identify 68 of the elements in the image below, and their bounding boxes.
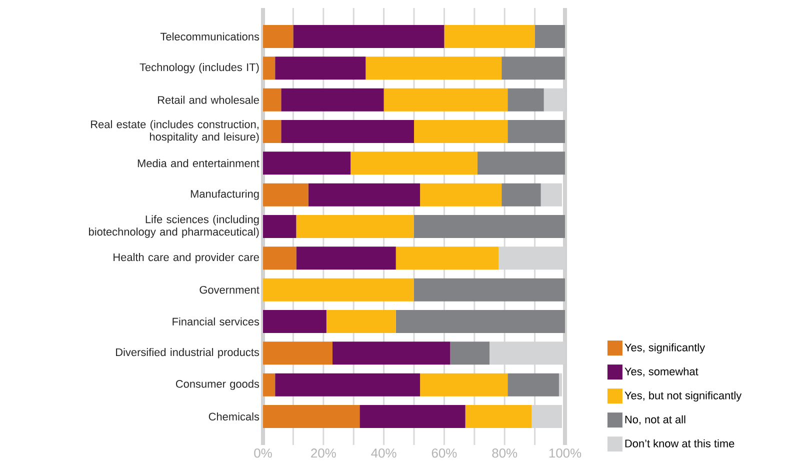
bar bbox=[296, 214, 414, 238]
bar bbox=[366, 56, 502, 80]
bar bbox=[263, 152, 351, 175]
bar bbox=[326, 310, 396, 333]
y-tick-label: Health care and provider care bbox=[114, 253, 259, 264]
legend-label: Yes, somewhat bbox=[624, 367, 698, 377]
legend-label: Don’t know at this time bbox=[625, 439, 734, 448]
bar bbox=[263, 183, 308, 206]
x-tick-label: 100% bbox=[549, 448, 582, 458]
bar bbox=[332, 342, 450, 365]
bar bbox=[263, 342, 332, 365]
bar bbox=[308, 183, 420, 206]
bar bbox=[508, 373, 559, 396]
bar bbox=[420, 373, 508, 396]
bar bbox=[296, 246, 396, 270]
y-tick-label: Telecommunications bbox=[160, 32, 260, 41]
x-tick-label: 0% bbox=[254, 448, 272, 458]
bar bbox=[534, 24, 566, 48]
x-tick-label: 40% bbox=[371, 448, 396, 458]
y-tick-label: Chemicals bbox=[208, 412, 260, 421]
bar bbox=[414, 120, 508, 143]
bar bbox=[384, 88, 508, 112]
y-tick-label: Consumer goods bbox=[176, 380, 260, 390]
bar bbox=[396, 246, 499, 270]
y-tick-label: Life sciences (including biotechnology and pharmaceutical) bbox=[89, 215, 259, 238]
y-tick-label: Financial services bbox=[172, 317, 260, 326]
bar bbox=[275, 373, 420, 396]
bar bbox=[477, 152, 566, 175]
legend-label: Yes, but not significantly bbox=[624, 391, 742, 402]
bar bbox=[263, 278, 414, 302]
x-tick-label: 60% bbox=[432, 448, 457, 458]
bar bbox=[281, 88, 384, 112]
y-tick-label: Media and entertainment bbox=[138, 159, 260, 168]
legend-label: No, not at all bbox=[625, 415, 686, 425]
bar bbox=[420, 183, 502, 206]
legend-label: Yes, significantly bbox=[624, 343, 706, 354]
bar bbox=[444, 24, 535, 48]
bar bbox=[508, 88, 544, 112]
y-tick-label: Real estate (includes construction, hospitality and leisure) bbox=[91, 120, 259, 143]
y-tick-label: Government bbox=[200, 286, 260, 294]
bar bbox=[502, 183, 541, 206]
bar bbox=[263, 404, 360, 428]
bar bbox=[414, 278, 566, 302]
bar bbox=[275, 56, 366, 80]
bar bbox=[263, 373, 276, 396]
bar bbox=[396, 310, 566, 333]
y-tick-label: Retail and wholesale bbox=[158, 96, 259, 104]
bar bbox=[263, 246, 296, 270]
bar bbox=[263, 310, 326, 333]
y-tick-label: Diversified industrial products bbox=[116, 348, 260, 358]
bar bbox=[502, 56, 566, 80]
bar bbox=[450, 342, 490, 365]
bar bbox=[263, 214, 296, 238]
y-tick-label: Manufacturing bbox=[190, 190, 259, 200]
bar bbox=[263, 24, 294, 48]
bar bbox=[263, 56, 276, 80]
bar bbox=[350, 152, 478, 175]
bar bbox=[360, 404, 466, 428]
bar bbox=[414, 214, 566, 238]
bar bbox=[465, 404, 532, 428]
y-tick-label: Technology (includes IT) bbox=[140, 63, 259, 74]
bar bbox=[508, 120, 566, 143]
bar bbox=[263, 120, 282, 143]
x-tick-label: 80% bbox=[492, 448, 518, 458]
x-tick-label: 20% bbox=[311, 448, 336, 458]
bar bbox=[263, 88, 282, 112]
bar bbox=[281, 120, 414, 143]
bar bbox=[293, 24, 444, 48]
